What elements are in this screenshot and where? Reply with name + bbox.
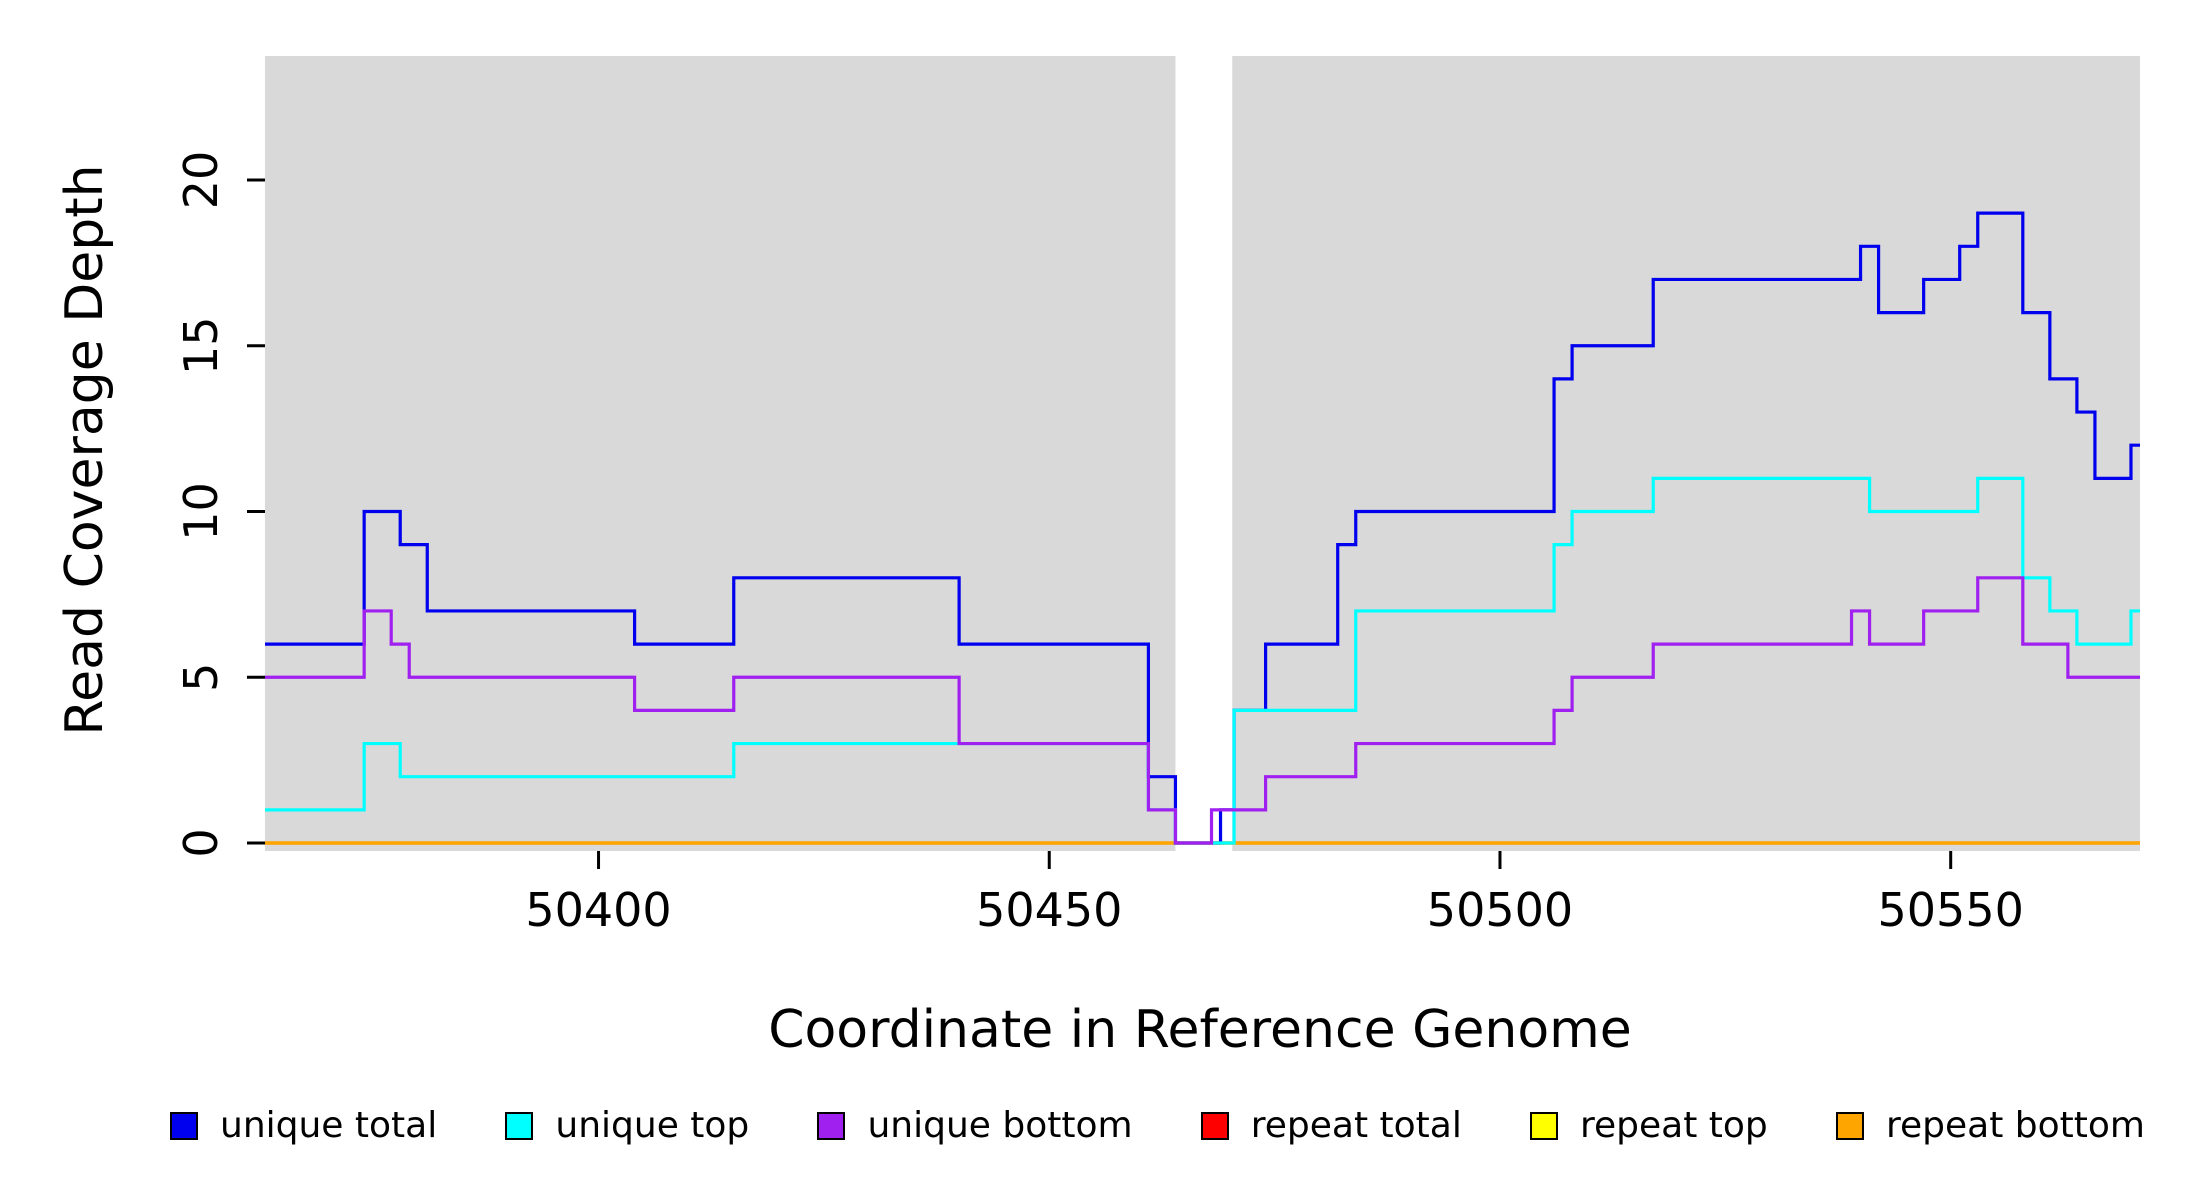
y-tick-label: 5 (174, 663, 228, 692)
legend-item-repeat-top: repeat top (1530, 1105, 1768, 1146)
series-unique-bottom (265, 576, 2140, 845)
legend: unique total unique top unique bottom repea… (170, 1105, 2145, 1146)
x-tick-label: 50550 (1878, 883, 2024, 937)
legend-swatch-icon (1200, 1111, 1229, 1140)
legend-swatch-icon (1530, 1111, 1559, 1140)
legend-item-unique-top: unique top (505, 1105, 749, 1146)
legend-label: repeat bottom (1885, 1105, 2145, 1146)
legend-item-unique-total: unique total (170, 1105, 437, 1146)
y-axis-label: Read Coverage Depth (55, 164, 115, 736)
legend-item-unique-bottom: unique bottom (817, 1105, 1133, 1146)
series-unique-top (265, 476, 2140, 845)
coverage-gap-region (1175, 56, 1233, 851)
y-tick-label: 15 (174, 316, 228, 375)
legend-label: unique top (555, 1105, 750, 1146)
x-tick-label: 50450 (976, 883, 1122, 937)
y-tick-label: 20 (174, 151, 228, 210)
y-tick-label: 10 (174, 482, 228, 541)
legend-swatch-icon (817, 1111, 846, 1140)
legend-swatch-icon (505, 1111, 534, 1140)
legend-item-repeat-bottom: repeat bottom (1835, 1105, 2145, 1146)
x-tick-label: 50500 (1427, 883, 1573, 937)
legend-item-repeat-total: repeat total (1200, 1105, 1462, 1146)
legend-label: unique total (220, 1105, 438, 1146)
x-tick-label: 50400 (525, 883, 671, 937)
y-tick-label: 0 (174, 828, 228, 857)
legend-swatch-icon (1835, 1111, 1864, 1140)
legend-label: repeat top (1580, 1105, 1768, 1146)
series-unique-total (265, 211, 2140, 845)
x-axis-label: Coordinate in Reference Genome (768, 1000, 1632, 1060)
legend-swatch-icon (170, 1111, 198, 1140)
legend-label: repeat total (1250, 1105, 1462, 1146)
legend-label: unique bottom (867, 1105, 1133, 1146)
